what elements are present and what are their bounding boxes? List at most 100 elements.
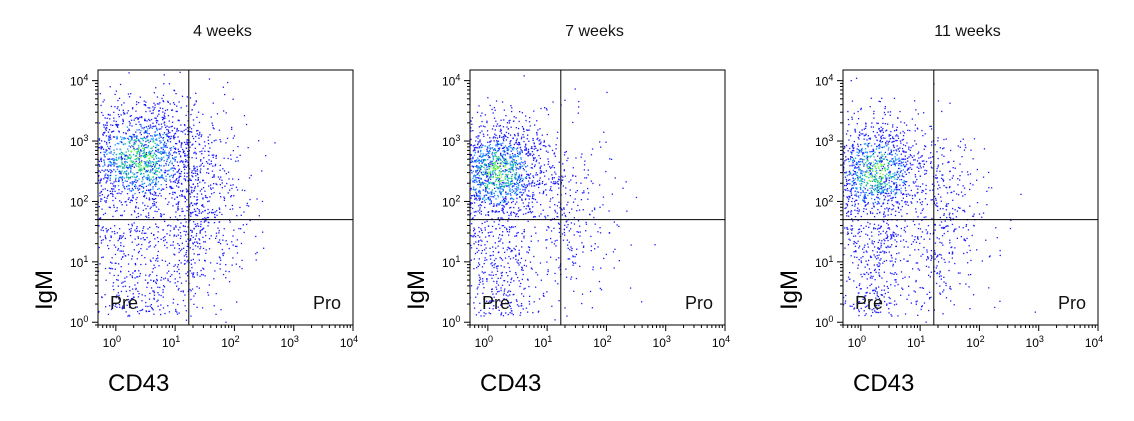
event-dot [124, 137, 125, 138]
event-dot [551, 230, 552, 231]
event-dot [504, 110, 505, 111]
event-dot [128, 224, 129, 225]
event-dot [508, 150, 509, 151]
event-dot [512, 138, 513, 139]
event-dot [478, 240, 479, 241]
event-dot [519, 253, 520, 254]
event-dot [175, 174, 176, 175]
event-dot [181, 142, 182, 143]
event-dot [579, 235, 580, 236]
event-dot [156, 283, 157, 284]
event-dot [129, 164, 130, 165]
event-dot [901, 188, 902, 189]
event-dot [473, 230, 474, 231]
event-dot [163, 285, 164, 286]
event-dot [202, 163, 203, 164]
event-dot [201, 153, 202, 154]
event-dot [481, 159, 482, 160]
event-dot [541, 172, 542, 173]
event-dot [961, 171, 962, 172]
event-dot [136, 182, 137, 183]
event-dot [524, 161, 525, 162]
event-dot [544, 142, 545, 143]
x-tick-label: 104 [340, 334, 358, 350]
event-dot [166, 164, 167, 165]
event-dot [503, 139, 504, 140]
event-dot [871, 198, 872, 199]
event-dot [166, 155, 167, 156]
event-dot [110, 146, 111, 147]
event-dot [548, 161, 549, 162]
event-dot [180, 151, 181, 152]
event-dot [171, 147, 172, 148]
event-dot [966, 224, 967, 225]
event-dot [906, 194, 907, 195]
event-dot [492, 128, 493, 129]
event-dot [574, 217, 575, 218]
event-dot [497, 144, 498, 145]
event-dot [525, 154, 526, 155]
event-dot [856, 184, 857, 185]
event-dot [136, 231, 137, 232]
event-dot [495, 287, 496, 288]
event-dot [133, 161, 134, 162]
event-dot [578, 232, 579, 233]
event-dot [110, 236, 111, 237]
event-dot [499, 162, 500, 163]
event-dot [145, 104, 146, 105]
event-dot [147, 160, 148, 161]
event-dot [219, 239, 220, 240]
event-dot [505, 204, 506, 205]
event-dot [540, 177, 541, 178]
event-dot [216, 184, 217, 185]
event-dot [166, 143, 167, 144]
event-dot [118, 286, 119, 287]
event-dot [122, 204, 123, 205]
event-dot [536, 120, 537, 121]
event-dot [198, 138, 199, 139]
event-dot [184, 142, 185, 143]
event-dot [139, 158, 140, 159]
event-dot [116, 149, 117, 150]
event-dot [534, 183, 535, 184]
event-dot [545, 189, 546, 190]
event-dot [137, 230, 138, 231]
event-dot [485, 187, 486, 188]
event-dot [121, 266, 122, 267]
event-dot [877, 203, 878, 204]
event-dot [848, 244, 849, 245]
event-dot [155, 154, 156, 155]
event-dot [175, 216, 176, 217]
event-dot [107, 175, 108, 176]
event-dot [127, 162, 128, 163]
event-dot [174, 199, 175, 200]
event-dot [232, 235, 233, 236]
event-dot [255, 236, 256, 237]
event-dot [122, 257, 123, 258]
event-dot [121, 283, 122, 284]
event-dot [614, 221, 615, 222]
event-dot [512, 148, 513, 149]
event-dot [115, 263, 116, 264]
event-dot [497, 203, 498, 204]
event-dot [597, 246, 598, 247]
event-dot [170, 245, 171, 246]
event-dot [159, 152, 160, 153]
event-dot [153, 146, 154, 147]
event-dot [171, 168, 172, 169]
event-dot [205, 197, 206, 198]
event-dot [147, 282, 148, 283]
event-dot [631, 244, 632, 245]
event-dot [199, 276, 200, 277]
event-dot [146, 136, 147, 137]
event-dot [173, 175, 174, 176]
event-dot [224, 94, 225, 95]
event-dot [154, 167, 155, 168]
event-dot [532, 312, 533, 313]
event-dot [175, 192, 176, 193]
event-dot [158, 265, 159, 266]
event-dot [558, 176, 559, 177]
event-dot [152, 271, 153, 272]
event-dot [591, 154, 592, 155]
event-dot [114, 160, 115, 161]
